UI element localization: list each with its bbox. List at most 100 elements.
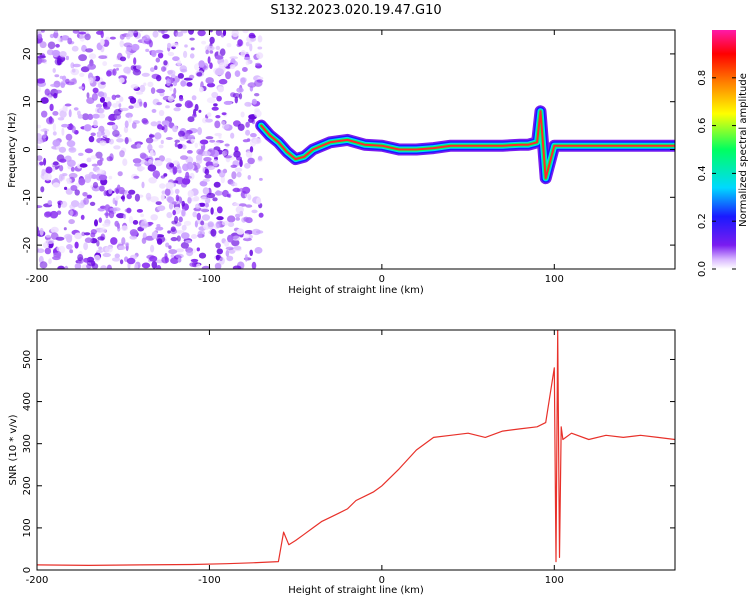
- noise-blob: [190, 258, 199, 263]
- noise-blob: [145, 235, 155, 241]
- noise-blob: [72, 210, 79, 217]
- noise-blob: [192, 161, 197, 166]
- noise-blob: [238, 93, 243, 100]
- noise-blob: [59, 75, 64, 79]
- noise-blob: [145, 192, 152, 200]
- noise-blob: [134, 193, 140, 202]
- noise-blob: [173, 107, 181, 112]
- noise-blob: [161, 66, 166, 72]
- noise-blob: [70, 185, 78, 191]
- noise-blob: [170, 226, 176, 232]
- noise-blob: [96, 249, 103, 254]
- noise-blob: [131, 43, 140, 51]
- noise-blob: [88, 53, 97, 60]
- noise-blob: [210, 228, 217, 237]
- noise-blob: [206, 82, 216, 88]
- noise-blob: [178, 166, 182, 174]
- noise-blob: [215, 190, 221, 196]
- noise-blob: [70, 166, 75, 172]
- noise-blob: [39, 227, 44, 236]
- noise-blob: [45, 166, 53, 174]
- noise-blob: [210, 207, 214, 215]
- noise-blob: [57, 117, 65, 121]
- noise-blob: [65, 177, 72, 183]
- noise-blob: [69, 123, 73, 130]
- noise-blob: [215, 242, 221, 249]
- x-tick-label: 100: [545, 274, 564, 285]
- noise-blob: [200, 220, 205, 226]
- noise-blob: [94, 254, 101, 262]
- noise-blob: [151, 261, 158, 269]
- noise-blob: [141, 181, 145, 189]
- noise-blob: [162, 34, 170, 39]
- noise-blob: [155, 265, 162, 269]
- noise-blob: [150, 214, 158, 221]
- noise-blob: [158, 109, 165, 117]
- noise-blob: [193, 196, 200, 202]
- noise-blob: [143, 34, 151, 42]
- noise-blob: [133, 175, 140, 179]
- noise-blob: [147, 164, 157, 172]
- noise-blob: [154, 132, 162, 140]
- noise-blob: [112, 129, 120, 137]
- noise-blob: [68, 219, 75, 225]
- noise-blob: [50, 226, 59, 234]
- noise-blob: [83, 124, 92, 132]
- noise-blob: [134, 162, 142, 167]
- noise-blob: [72, 63, 81, 68]
- noise-blob: [194, 103, 199, 112]
- noise-blob: [206, 97, 216, 104]
- noise-blob: [113, 145, 121, 150]
- noise-blob: [40, 97, 49, 104]
- noise-blob: [86, 260, 96, 266]
- noise-blob: [112, 207, 121, 212]
- noise-blob: [121, 225, 128, 232]
- noise-blob: [154, 159, 163, 167]
- noise-blob: [47, 41, 56, 50]
- noise-blob: [140, 153, 149, 160]
- noise-blob: [44, 247, 52, 255]
- noise-blob: [234, 96, 238, 104]
- noise-blob: [43, 157, 47, 166]
- noise-blob: [150, 67, 155, 72]
- noise-blob: [123, 66, 131, 74]
- noise-blob: [78, 31, 87, 35]
- noise-blob: [256, 79, 264, 83]
- x-tick-label: -100: [198, 274, 221, 285]
- noise-blob: [37, 78, 46, 84]
- noise-blob: [86, 194, 93, 199]
- noise-blob: [84, 232, 91, 236]
- colorbar-gradient: [712, 30, 736, 269]
- noise-blob: [199, 180, 208, 187]
- noise-blob: [99, 140, 107, 146]
- noise-blob: [52, 111, 59, 116]
- noise-blob: [223, 155, 232, 159]
- noise-blob: [169, 163, 175, 168]
- noise-blob: [199, 139, 209, 145]
- noise-blob: [239, 159, 243, 168]
- noise-blob: [218, 257, 225, 265]
- noise-blob: [52, 139, 61, 147]
- noise-blob: [215, 45, 221, 51]
- noise-blob: [56, 246, 61, 252]
- noise-blob: [245, 204, 253, 208]
- noise-blob: [157, 30, 162, 33]
- noise-blob: [57, 35, 61, 42]
- noise-blob: [90, 155, 97, 160]
- noise-blob: [243, 233, 251, 239]
- noise-blob: [180, 155, 188, 160]
- noise-blob: [206, 165, 215, 171]
- noise-blob: [225, 71, 232, 80]
- noise-blob: [39, 161, 44, 166]
- noise-blob: [248, 34, 256, 39]
- noise-blob: [251, 98, 257, 105]
- noise-blob: [128, 216, 134, 224]
- noise-blob: [163, 60, 168, 66]
- noise-blob: [93, 119, 98, 128]
- noise-blob: [179, 65, 187, 73]
- noise-blob: [172, 160, 180, 165]
- noise-blob: [98, 174, 108, 181]
- noise-blob: [37, 230, 40, 236]
- noise-blob: [226, 194, 231, 198]
